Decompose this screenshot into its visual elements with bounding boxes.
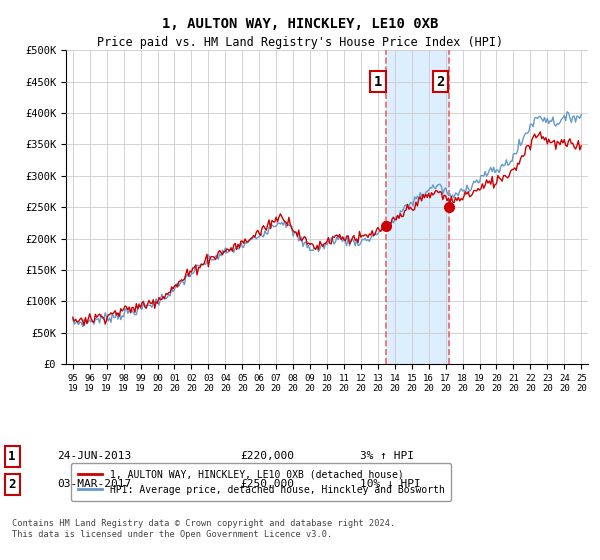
Text: Price paid vs. HM Land Registry's House Price Index (HPI): Price paid vs. HM Land Registry's House … <box>97 36 503 49</box>
Text: 2: 2 <box>436 75 445 88</box>
Text: 1: 1 <box>374 75 382 88</box>
Text: 2: 2 <box>8 478 16 491</box>
Bar <box>386 50 449 364</box>
Text: 10% ↓ HPI: 10% ↓ HPI <box>360 479 421 489</box>
Text: £250,000: £250,000 <box>240 479 294 489</box>
Text: Contains HM Land Registry data © Crown copyright and database right 2024.
This d: Contains HM Land Registry data © Crown c… <box>12 520 395 539</box>
Text: £220,000: £220,000 <box>240 451 294 461</box>
Text: 24-JUN-2013: 24-JUN-2013 <box>57 451 131 461</box>
Text: 1, AULTON WAY, HINCKLEY, LE10 0XB: 1, AULTON WAY, HINCKLEY, LE10 0XB <box>162 17 438 31</box>
Text: 1: 1 <box>8 450 16 463</box>
Legend: 1, AULTON WAY, HINCKLEY, LE10 0XB (detached house), HPI: Average price, detached: 1, AULTON WAY, HINCKLEY, LE10 0XB (detac… <box>71 463 451 501</box>
Text: 3% ↑ HPI: 3% ↑ HPI <box>360 451 414 461</box>
Text: 03-MAR-2017: 03-MAR-2017 <box>57 479 131 489</box>
